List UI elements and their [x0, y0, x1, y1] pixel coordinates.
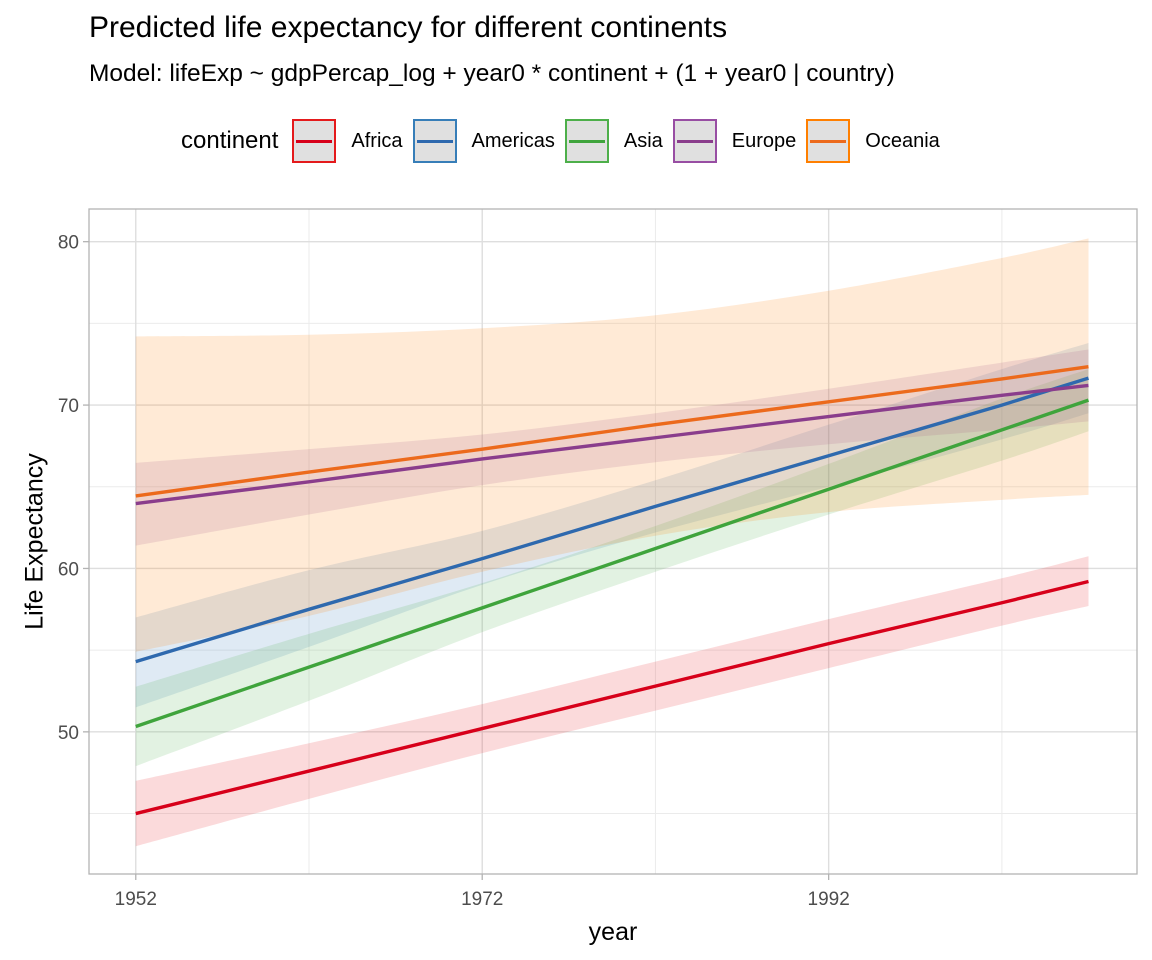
chart-title: Predicted life expectancy for different …	[89, 11, 728, 44]
series-lines	[135, 364, 1090, 816]
legend-item-americas: Americas	[412, 119, 555, 163]
confidence-bands	[135, 238, 1089, 847]
ci-band-africa	[135, 556, 1089, 847]
legend-key-americas	[412, 119, 457, 163]
ci-band-asia	[135, 369, 1089, 767]
legend-label: Oceania	[865, 129, 940, 152]
x-tick-label: 1952	[115, 889, 157, 910]
series-line-asia	[135, 398, 1090, 729]
legend-label: Europe	[731, 129, 797, 152]
legend-key-africa	[292, 119, 337, 163]
y-axis-title: Life Expectancy	[21, 453, 49, 630]
panel-border	[88, 208, 1138, 875]
legend-item-africa: Africa	[292, 119, 403, 163]
series-line-africa	[135, 579, 1089, 816]
grid	[89, 209, 1137, 874]
legend-key-oceania	[806, 119, 851, 163]
legend-key-europe	[672, 119, 717, 163]
legend-key-line	[296, 140, 333, 143]
series-line-americas	[135, 376, 1090, 664]
legend-label: Americas	[471, 129, 555, 152]
y-tick-label: 60	[58, 559, 79, 580]
ci-band-oceania	[135, 238, 1089, 652]
y-tick-label: 80	[58, 233, 79, 254]
x-tick-label: 1972	[461, 889, 503, 910]
legend-item-oceania: Oceania	[806, 119, 940, 163]
series-line-oceania	[135, 364, 1089, 498]
legend-key-line	[810, 140, 847, 143]
legend-item-europe: Europe	[672, 119, 797, 163]
legend-key-line	[416, 140, 453, 143]
y-tick-label: 50	[58, 723, 79, 744]
legend-label: Africa	[351, 129, 403, 152]
legend-title: continent	[181, 127, 279, 154]
legend-key-asia	[564, 119, 609, 163]
legend: continent Africa Americas Asia Europe Oceani…	[181, 119, 950, 163]
legend-key-line	[676, 140, 713, 143]
legend-label: Asia	[623, 129, 663, 152]
series-line-europe	[135, 383, 1089, 506]
axes: 50 60 70 80 1952 1972 1992	[58, 233, 850, 910]
legend-item-asia: Asia	[564, 119, 663, 163]
chart-subtitle: Model: lifeExp ~ gdpPercap_log + year0 *…	[89, 60, 895, 87]
legend-key-line	[568, 140, 605, 143]
x-axis-title: year	[589, 918, 638, 946]
x-tick-label: 1992	[808, 889, 850, 910]
legend-items: Africa Americas Asia Europe Oceania	[292, 119, 949, 163]
ci-band-americas	[135, 342, 1089, 708]
y-tick-label: 70	[58, 396, 79, 417]
